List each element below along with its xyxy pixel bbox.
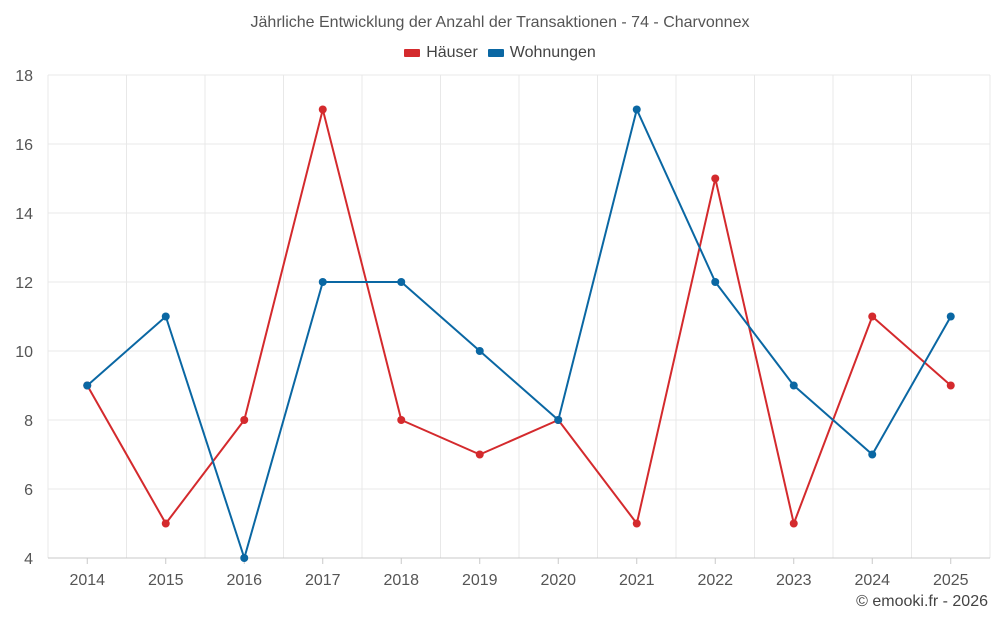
data-point-wohnungen [868, 450, 877, 459]
legend-label-wohnungen: Wohnungen [509, 44, 596, 61]
data-point-wohnungen [318, 278, 327, 286]
credit-text: © emooki.fr - 2026 [856, 593, 988, 610]
x-tick-label: 2025 [933, 572, 969, 589]
y-tick-label: 14 [15, 206, 33, 223]
y-tick-label: 18 [15, 68, 33, 85]
data-point-hauser [789, 519, 798, 528]
data-point-wohnungen [554, 416, 563, 424]
data-point-wohnungen [240, 554, 249, 562]
x-tick-label: 2019 [462, 572, 498, 589]
data-point-hauser [632, 519, 641, 528]
x-tick-label: 2015 [148, 572, 184, 589]
data-point-hauser [318, 105, 327, 114]
x-tick-label: 2023 [776, 572, 812, 589]
series-line-hauser [86, 108, 952, 525]
data-point-wohnungen [397, 278, 406, 286]
legend-item-wohnungen[interactable]: Wohnungen [487, 44, 596, 62]
x-tick-label: 2024 [854, 572, 890, 589]
data-point-wohnungen [632, 105, 641, 114]
x-tick-label: 2022 [697, 572, 733, 589]
x-tick-label: 2014 [69, 572, 105, 589]
x-tick-label: 2017 [305, 572, 341, 589]
data-point-hauser [397, 416, 406, 424]
y-tick-label: 8 [24, 413, 33, 430]
x-tick-label: 2020 [540, 572, 576, 589]
y-tick-label: 6 [24, 482, 33, 499]
legend-item-hauser[interactable]: Häuser [404, 44, 478, 62]
data-point-wohnungen [789, 381, 798, 390]
y-tick-label: 12 [15, 275, 33, 292]
data-point-hauser [240, 416, 249, 424]
data-point-wohnungen [475, 347, 484, 355]
x-tick-label: 2016 [226, 572, 262, 589]
x-tick-label: 2018 [383, 572, 419, 589]
series-line-wohnungen [86, 108, 952, 559]
legend-label-hauser: Häuser [426, 44, 478, 61]
x-tick-label: 2021 [619, 572, 655, 589]
data-point-hauser [946, 381, 955, 390]
data-point-hauser [161, 519, 170, 528]
data-point-hauser [711, 174, 720, 183]
chart-title: Jährliche Entwicklung der Anzahl der Tra… [250, 14, 750, 31]
legend: Häuser Wohnungen [0, 44, 1000, 62]
data-point-hauser [868, 312, 877, 321]
data-point-wohnungen [83, 381, 92, 390]
data-point-wohnungen [711, 278, 720, 286]
data-point-wohnungen [161, 312, 170, 321]
y-tick-label: 16 [15, 137, 33, 154]
legend-swatch-wohnungen [487, 49, 504, 57]
y-tick-label: 4 [24, 551, 33, 568]
y-tick-label: 10 [15, 344, 33, 361]
data-point-hauser [475, 450, 484, 459]
legend-swatch-hauser [404, 49, 421, 57]
data-point-wohnungen [946, 312, 955, 321]
